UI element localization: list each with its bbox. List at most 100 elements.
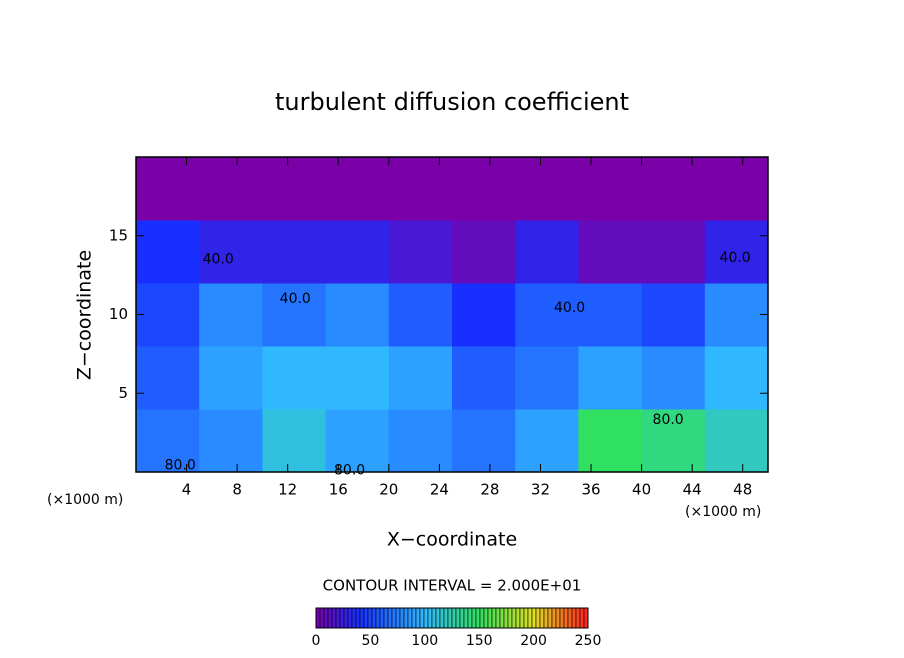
colorbar-swatch — [447, 607, 453, 629]
colorbar-tick-label: 0 — [312, 633, 321, 649]
x-tick-label: 28 — [480, 481, 499, 499]
cell — [452, 220, 516, 284]
colorbar-swatch — [527, 607, 533, 629]
cell — [704, 220, 769, 284]
colorbar-swatch — [403, 607, 409, 629]
cell — [262, 409, 327, 473]
cell — [388, 283, 453, 347]
colorbar-swatch — [471, 607, 477, 629]
colorbar-swatch — [503, 607, 509, 629]
colorbar-tick-label: 100 — [411, 633, 438, 649]
contour-label: 40.0 — [203, 251, 234, 267]
colorbar-swatch — [523, 607, 529, 629]
colorbar-swatch — [571, 607, 577, 629]
colorbar-swatch — [555, 607, 561, 629]
cell — [388, 409, 453, 473]
colorbar-swatch — [575, 607, 581, 629]
colorbar-swatch — [439, 607, 445, 629]
contour-label: 40.0 — [280, 291, 311, 307]
colorbar-swatch — [407, 607, 413, 629]
x-tick-label: 8 — [232, 481, 242, 499]
colorbar-swatch — [551, 607, 557, 629]
colorbar-swatch — [375, 607, 381, 629]
colorbar-swatch — [327, 607, 333, 629]
colorbar-swatch — [511, 607, 517, 629]
cell — [325, 409, 390, 473]
colorbar-swatch — [455, 607, 461, 629]
colorbar-swatch — [359, 607, 365, 629]
cell — [578, 283, 643, 347]
chart-title: turbulent diffusion coefficient — [275, 88, 629, 116]
cell — [262, 157, 327, 221]
x-tick-label: 48 — [733, 481, 752, 499]
colorbar-swatch — [367, 607, 373, 629]
colorbar-swatch — [351, 607, 357, 629]
cell — [325, 220, 390, 284]
x-tick-label: 20 — [379, 481, 398, 499]
cell — [199, 409, 263, 473]
contour-interval: CONTOUR INTERVAL = 2.000E+01 — [323, 577, 582, 595]
cell — [262, 283, 327, 347]
cell — [515, 346, 579, 410]
cell — [452, 409, 516, 473]
cell — [578, 220, 643, 284]
cell — [452, 346, 516, 410]
cell — [515, 157, 579, 221]
colorbar-swatch — [387, 607, 393, 629]
cell — [515, 220, 579, 284]
cell — [704, 346, 769, 410]
cell — [704, 283, 769, 347]
contour-label: 80.0 — [334, 462, 365, 478]
cell — [136, 220, 200, 284]
colorbar-swatch — [315, 607, 321, 629]
colorbar-tick-label: 250 — [575, 633, 602, 649]
colorbar-swatch — [579, 607, 585, 629]
colorbar-swatch — [339, 607, 345, 629]
colorbar-swatch — [427, 607, 433, 629]
colorbar-swatch — [539, 607, 545, 629]
contour-label: 80.0 — [165, 458, 196, 474]
cell — [136, 346, 200, 410]
cell — [388, 220, 453, 284]
cell — [515, 283, 579, 347]
colorbar-swatch — [463, 607, 469, 629]
cell — [136, 157, 200, 221]
x-tick-label: 32 — [531, 481, 550, 499]
cell — [325, 157, 390, 221]
colorbar-swatch — [399, 607, 405, 629]
cell — [388, 346, 453, 410]
colorbar-swatch — [383, 607, 389, 629]
colorbar-swatch — [547, 607, 553, 629]
colorbar-swatch — [395, 607, 401, 629]
cell — [262, 346, 327, 410]
cell — [136, 409, 200, 473]
x-tick-label: 4 — [182, 481, 192, 499]
cell — [641, 220, 706, 284]
colorbar-swatch — [343, 607, 349, 629]
cell — [325, 283, 390, 347]
cell — [199, 220, 263, 284]
y-tick-label: 15 — [109, 226, 128, 244]
colorbar-tick-label: 150 — [466, 633, 493, 649]
colorbar-tick-label: 200 — [520, 633, 547, 649]
colorbar-swatch — [495, 607, 501, 629]
cell — [704, 409, 769, 473]
x-axis-label: X−coordinate — [387, 529, 517, 551]
colorbar-swatch — [467, 607, 473, 629]
cell — [452, 283, 516, 347]
cell — [641, 157, 706, 221]
contour-label: 80.0 — [653, 412, 684, 428]
cell — [262, 220, 327, 284]
colorbar-swatch — [371, 607, 377, 629]
y-tick-label: 5 — [118, 384, 128, 402]
colorbar-swatch — [531, 607, 537, 629]
x-unit: (×1000 m) — [47, 492, 123, 508]
colorbar-swatch — [319, 607, 325, 629]
colorbar-swatch — [423, 607, 429, 629]
colorbar-swatch — [475, 607, 481, 629]
colorbar-swatch — [483, 607, 489, 629]
y-axis-label: Z−coordinate — [74, 250, 96, 380]
x-tick-label: 40 — [632, 481, 651, 499]
y-tick-label: 10 — [109, 305, 128, 323]
colorbar-swatch — [499, 607, 505, 629]
